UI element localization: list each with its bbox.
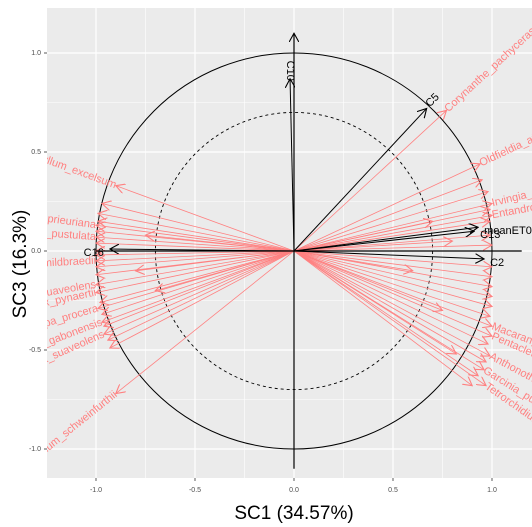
species-arrow <box>102 250 295 322</box>
variable-arrow <box>290 79 294 252</box>
species-ray <box>136 250 295 271</box>
y-tick-label: 1.0 <box>31 50 41 57</box>
x-tick-label: -0.5 <box>189 487 201 494</box>
species-arrow <box>104 250 295 334</box>
variable-arrow <box>293 231 474 252</box>
species-ray <box>293 250 488 344</box>
species-ray <box>293 250 492 287</box>
variable-arrow <box>293 227 478 252</box>
variable-arrow <box>110 249 295 251</box>
species-ray <box>96 251 295 255</box>
species-ray <box>293 235 490 252</box>
species-ray <box>293 250 443 310</box>
species-ray <box>293 250 492 306</box>
species-ray <box>98 221 295 252</box>
species-ray <box>102 203 295 252</box>
species-ray <box>293 192 488 252</box>
y-axis-title: SC3 (16.3%) <box>10 209 31 319</box>
species-arrow <box>96 237 295 252</box>
species-arrow <box>116 250 295 394</box>
species-arrow <box>293 110 446 252</box>
species-ray <box>293 221 490 252</box>
species-ray <box>293 250 492 297</box>
variable-label: C13 <box>480 229 500 241</box>
species-arrow <box>96 250 295 293</box>
x-tick-label: -1.0 <box>90 487 102 494</box>
species-ray <box>293 250 478 376</box>
species-ray <box>293 180 482 252</box>
species-ray <box>293 221 433 252</box>
species-arrow <box>116 186 295 252</box>
variable-label: C16 <box>84 247 104 259</box>
species-ray <box>293 241 452 252</box>
species-arrow <box>96 250 295 285</box>
species-arrow <box>293 250 486 386</box>
species-ray <box>108 250 295 340</box>
species-arrow <box>293 203 492 252</box>
variable-label: C10 <box>284 61 296 81</box>
y-tick-label: 0.5 <box>31 149 41 156</box>
species-ray <box>293 245 492 252</box>
species-ray <box>110 250 295 348</box>
species-arrow <box>293 250 484 370</box>
x-tick-label: 0.5 <box>388 487 398 494</box>
species-ray <box>293 250 486 362</box>
variable-arrow <box>293 250 484 259</box>
species-arrow <box>293 250 492 326</box>
species-ray <box>100 250 295 302</box>
species-arrow <box>96 225 295 252</box>
species-ray <box>104 250 295 326</box>
species-label: Celtis_mildbraedii <box>9 255 96 271</box>
species-ray <box>98 213 295 252</box>
species-arrow <box>293 215 492 252</box>
species-arrow <box>96 250 295 261</box>
species-ray <box>293 250 492 267</box>
species-ray <box>102 250 295 314</box>
x-tick-label: 0.0 <box>289 487 299 494</box>
variable-arrow <box>293 108 427 252</box>
species-arrow <box>98 250 295 308</box>
species-ray <box>293 250 413 271</box>
x-tick-label: 1.0 <box>487 487 497 494</box>
x-axis-title: SC1 (34.57%) <box>234 503 354 524</box>
variable-label: meanET0 <box>484 225 532 237</box>
species-ray <box>293 250 492 277</box>
species-ray <box>293 250 472 386</box>
species-ray <box>146 235 295 252</box>
species-ray <box>96 243 295 252</box>
species-ray <box>96 250 295 267</box>
variable-label: C2 <box>490 257 504 269</box>
species-arrow <box>293 164 480 252</box>
species-arrow <box>293 250 490 356</box>
y-tick-label: -0.5 <box>29 347 41 354</box>
y-tick-label: -1.0 <box>29 446 41 453</box>
y-tick-label: 0.0 <box>31 248 41 255</box>
species-arrow <box>293 250 492 336</box>
species-ray <box>293 250 490 316</box>
